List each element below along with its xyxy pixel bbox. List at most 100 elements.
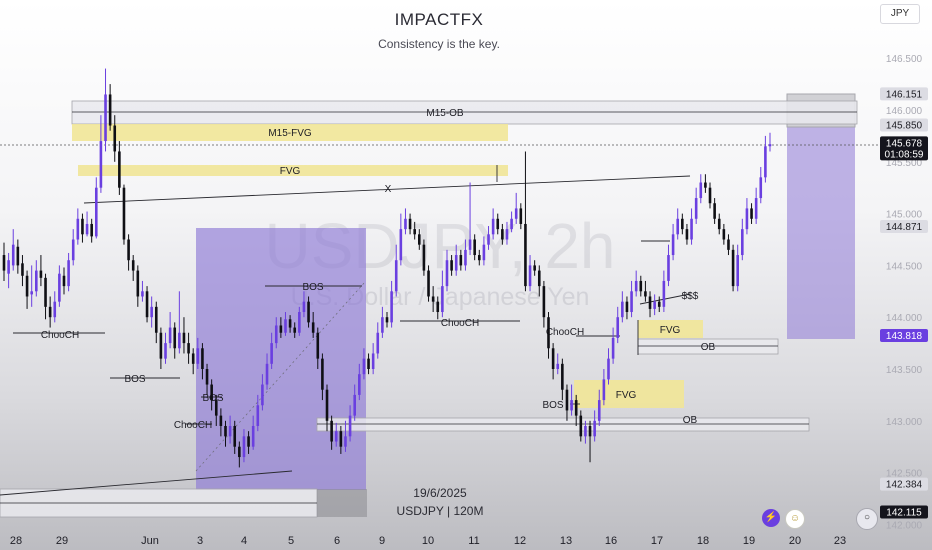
candle-body	[178, 332, 181, 349]
x-tick-label: Jun	[141, 535, 159, 547]
y-tick-label: 144.500	[886, 261, 923, 272]
candle-body	[754, 198, 758, 219]
candle-body	[690, 218, 693, 240]
candle-body	[141, 291, 144, 297]
x-tick-label: 3	[197, 535, 203, 547]
target-zone	[787, 127, 855, 339]
candle-body	[441, 286, 444, 313]
candle-body	[311, 322, 315, 333]
candle-body	[339, 431, 343, 447]
candle-body	[676, 218, 680, 235]
candle-body	[611, 337, 615, 359]
candle-body	[593, 420, 596, 437]
candle-body	[376, 332, 380, 354]
candle-body	[727, 239, 730, 250]
annotation-label: FVG	[616, 390, 637, 401]
candle-body	[487, 234, 490, 245]
x-tick-label: 5	[288, 535, 294, 547]
candle-body	[501, 229, 504, 240]
candle-body	[196, 348, 200, 364]
candle-body	[104, 94, 107, 142]
price-label-badge	[880, 87, 928, 101]
candle-body	[597, 400, 601, 421]
chart-symbol: USDJPY | 120M	[397, 504, 484, 518]
candle-body	[704, 182, 707, 188]
candle-body	[154, 306, 158, 333]
candle-body	[547, 317, 550, 349]
x-tick-label: 28	[10, 535, 22, 547]
price-label: 145.850	[886, 121, 923, 132]
y-tick-label: 145.000	[886, 210, 923, 221]
candle-body	[644, 291, 647, 297]
price-label: 144.871	[886, 222, 923, 233]
x-tick-label: 18	[697, 535, 709, 547]
candle-body	[537, 270, 541, 287]
price-label-badge	[880, 118, 928, 132]
candle-body	[265, 363, 269, 385]
candle-body	[768, 144, 772, 147]
m15-fvg-zone	[72, 124, 508, 141]
candle-body	[362, 358, 366, 375]
candle-body	[261, 384, 264, 406]
candle-body	[394, 260, 398, 292]
candle-body	[330, 420, 333, 442]
candle-body	[459, 255, 463, 266]
candle-body	[385, 317, 389, 323]
annotation-label: M15-OB	[426, 108, 464, 119]
candle-body	[607, 358, 610, 380]
candle-body	[477, 255, 481, 261]
y-tick-label: 143.500	[886, 365, 923, 376]
candle-body	[731, 249, 735, 287]
candle-body	[427, 270, 430, 297]
candle-body	[150, 306, 153, 318]
price-label-badge	[880, 505, 928, 519]
candle-body	[450, 260, 453, 271]
flash-icon[interactable]: ⚡	[762, 509, 780, 527]
globe-icon[interactable]: ○	[856, 508, 878, 530]
candle-body	[514, 208, 518, 219]
candle-body	[570, 400, 573, 411]
candle-body	[127, 239, 130, 261]
smile-icon[interactable]: ☺	[785, 509, 805, 529]
candle-body	[58, 273, 61, 302]
candle-body	[90, 223, 93, 237]
candle-body	[145, 291, 149, 318]
candle-body	[625, 301, 629, 313]
candle-body	[108, 94, 112, 126]
candle-body	[717, 218, 721, 230]
candle-body	[436, 301, 440, 313]
candle-body	[247, 436, 250, 447]
y-tick-label: 142.000	[886, 520, 923, 531]
candle-body	[85, 223, 89, 235]
candle-body	[713, 203, 716, 219]
annotation-label: BOS	[202, 393, 223, 404]
candle-body	[667, 255, 670, 281]
x-tick-label: 19	[743, 535, 755, 547]
x-tick-label: 6	[334, 535, 340, 547]
candle-body	[159, 332, 163, 359]
candle-body	[11, 244, 15, 266]
candle-body	[48, 306, 52, 318]
candle-body	[35, 270, 38, 292]
candle-body	[496, 218, 500, 230]
candle-body	[76, 218, 80, 240]
candle-body	[191, 353, 195, 364]
candle-body	[750, 208, 753, 219]
x-tick-label: 13	[560, 535, 572, 547]
candle-body	[653, 301, 656, 309]
currency-selector[interactable]: JPY	[880, 4, 920, 24]
annotation-label: OB	[683, 415, 698, 426]
candle-body	[122, 187, 126, 240]
candle-body	[413, 229, 416, 235]
trendline-bottom	[0, 470, 293, 496]
candle-body	[81, 218, 84, 235]
candle-body	[464, 249, 467, 266]
candle-body	[708, 187, 712, 204]
candle-body	[639, 280, 643, 292]
price-label-badge	[880, 329, 928, 343]
fvg-zone-top	[78, 165, 508, 176]
candle-body	[164, 343, 167, 359]
candle-body	[745, 208, 749, 230]
candle-body	[233, 425, 237, 447]
